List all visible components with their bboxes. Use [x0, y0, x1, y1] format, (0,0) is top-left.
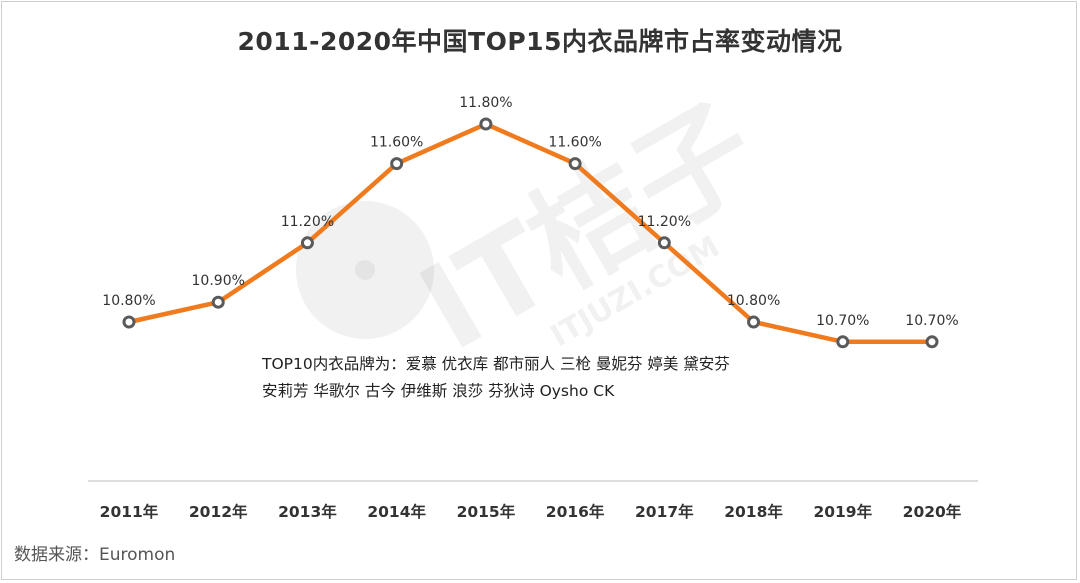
- data-point: [211, 295, 225, 309]
- watermark: IT桔子 ITJUZI.COM: [296, 78, 779, 377]
- x-tick-label: 2016年: [546, 502, 605, 521]
- data-point: [390, 157, 404, 171]
- data-point: [925, 335, 939, 349]
- x-tick-label: 2012年: [189, 502, 248, 521]
- data-point: [479, 117, 493, 131]
- x-tick-label: 2015年: [457, 502, 516, 521]
- x-tick-label: 2019年: [813, 502, 872, 521]
- series-line: [126, 121, 935, 345]
- data-point: [836, 335, 850, 349]
- data-point: [657, 236, 671, 250]
- chart-title: 2011-2020年中国TOP15内衣品牌市占率变动情况: [237, 27, 843, 56]
- x-tick-label: 2020年: [903, 502, 962, 521]
- x-tick-label: 2014年: [367, 502, 426, 521]
- data-point: [300, 236, 314, 250]
- data-label: 11.20%: [281, 214, 334, 230]
- data-label: 10.90%: [192, 273, 245, 289]
- data-label: 10.80%: [102, 293, 155, 309]
- data-point: [568, 157, 582, 171]
- annotation-line-1: TOP10内衣品牌为：爱慕 优衣库 都市丽人 三枪 曼妮芬 婷美 黛安芬: [262, 355, 730, 373]
- x-tick-label: 2011年: [100, 502, 159, 521]
- data-label: 10.70%: [905, 313, 958, 329]
- data-label: 11.80%: [459, 95, 512, 111]
- data-label: 11.60%: [370, 135, 423, 151]
- data-label: 10.70%: [816, 313, 869, 329]
- data-source: 数据来源：Euromon: [14, 545, 176, 565]
- data-point: [122, 315, 136, 329]
- watermark-logo-icon: [296, 201, 434, 339]
- x-tick-label: 2013年: [278, 502, 337, 521]
- data-label: 11.60%: [548, 135, 601, 151]
- x-tick-label: 2018年: [724, 502, 783, 521]
- data-point: [747, 315, 761, 329]
- annotation-line-2: 安莉芳 华歌尔 古今 伊维斯 浪莎 芬狄诗 Oysho CK: [262, 382, 615, 400]
- data-label: 11.20%: [638, 214, 691, 230]
- data-label: 10.80%: [727, 293, 780, 309]
- x-tick-label: 2017年: [635, 502, 694, 521]
